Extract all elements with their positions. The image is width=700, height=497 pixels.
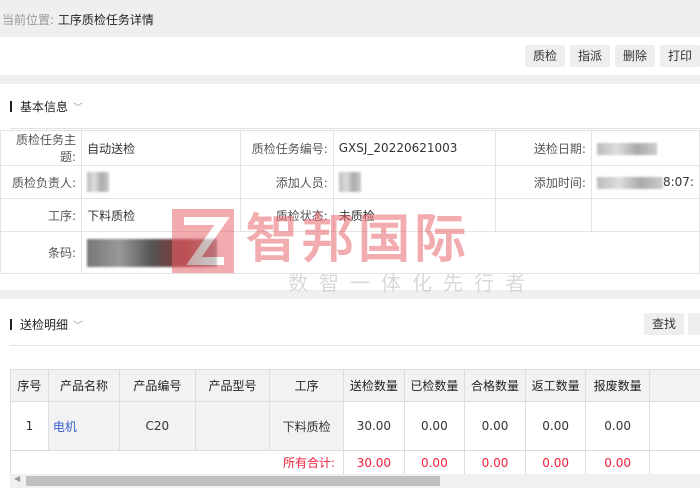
find-button[interactable]: 查找 <box>644 313 684 335</box>
chevron-down-icon[interactable]: ﹀ <box>73 321 84 332</box>
total-row: 所有合计: 30.00 0.00 0.00 0.00 0.00 <box>10 450 700 475</box>
status-value: 未质检 <box>332 198 497 232</box>
section-detail[interactable]: 送检明细 ﹀ <box>10 316 83 333</box>
assign-button[interactable]: 指派 <box>570 45 610 67</box>
date-value <box>590 130 700 166</box>
more-button[interactable] <box>688 313 700 335</box>
product-link[interactable]: 电机 <box>52 419 77 434</box>
divider <box>0 75 700 84</box>
scrollbar-thumb[interactable] <box>26 476 440 486</box>
basic-info-grid: 质检任务主题: 自动送检 质检任务编号: GXSJ_20220621003 送检日期… <box>0 130 700 274</box>
horizontal-scrollbar[interactable]: ◀ <box>10 474 700 488</box>
process-value: 下料质检 <box>81 198 241 232</box>
page-title: 工序质检任务详情 <box>57 13 154 27</box>
toolbar: 质检 指派 删除 打印 <box>0 37 700 75</box>
adder-value <box>332 165 497 199</box>
time-value: 8:07: <box>590 165 700 199</box>
subject-value: 自动送检 <box>81 130 241 166</box>
code-value: GXSJ_20220621003 <box>332 130 497 166</box>
chevron-down-icon[interactable]: ﹀ <box>73 103 84 114</box>
section-basic-info[interactable]: 基本信息 ﹀ <box>10 98 83 115</box>
breadcrumb: 当前位置: 工序质检任务详情 <box>0 0 700 37</box>
detail-table: 序号 产品名称 产品编号 产品型号 工序 送检数量 已检数量 合格数量 返工数量 报废数量 1 电… <box>10 369 700 475</box>
table-header: 序号 产品名称 产品编号 产品型号 工序 送检数量 已检数量 合格数量 返工数量 报废数量 <box>10 369 700 402</box>
table-row: 1 电机 C20 下料质检 30.00 0.00 0.00 0.00 0.00 <box>10 401 700 451</box>
print-button[interactable]: 打印 <box>660 45 700 67</box>
inspect-button[interactable]: 质检 <box>525 45 565 67</box>
owner-value <box>81 165 241 199</box>
scroll-left-icon[interactable]: ◀ <box>14 474 21 483</box>
barcode-value <box>81 231 700 274</box>
delete-button[interactable]: 删除 <box>615 45 655 67</box>
